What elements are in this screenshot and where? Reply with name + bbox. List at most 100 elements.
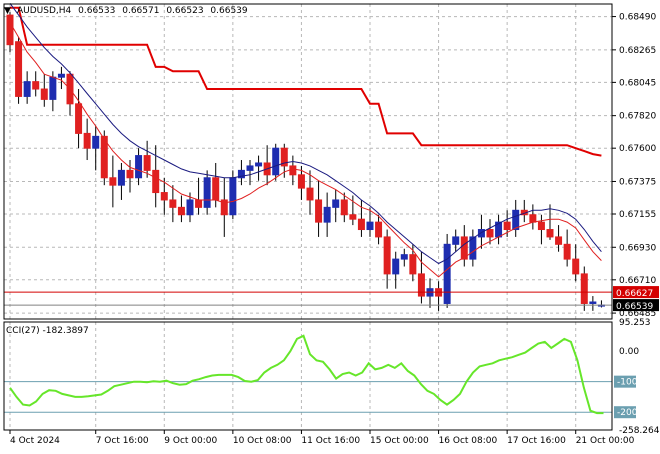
bull-candle [469,236,477,260]
bear-candle [169,199,177,208]
bull-candle [366,221,374,231]
bear-candle [109,177,117,186]
bull-candle [332,199,340,208]
cci-series [9,334,604,415]
bear-candle [503,221,511,231]
bear-candle [40,88,48,100]
cci-level-badge [614,406,636,419]
bull-candle [400,254,408,260]
price-tick-label: 0.68490 [619,13,656,23]
price-tick-label: 0.66930 [619,243,656,253]
price-markers: 0.66627 0.66539 [4,286,659,312]
bull-candle [589,301,597,304]
bear-candle [32,81,40,90]
cci-label: CCI(27) -182.3897 [6,326,89,336]
bull-candle [272,147,280,176]
cci-tick-label: -200 [617,408,638,418]
bull-candle [477,229,485,238]
candles [6,12,605,311]
time-tick-label: 10 Oct 08:00 [233,436,292,446]
chart-header: ▼ AUDUSD,H4 0.66533 0.66571 0.66523 0.66… [4,6,248,16]
bear-candle [195,199,203,208]
current-price-badge [613,299,659,312]
ohlc-low: 0.66523 [166,6,203,16]
bull-candle [512,209,520,231]
bear-candle [537,221,545,231]
bear-candle [289,165,297,176]
cci-tick-label: 95.253 [619,318,651,328]
bear-candle [417,273,425,297]
main-grid [4,4,612,319]
bear-candle [340,199,348,216]
chart-frame [3,3,613,431]
bear-candle [580,273,588,304]
bear-candle [375,221,383,238]
bull-candle [229,177,237,216]
horizontal-price-label: 0.66627 [616,289,653,299]
bull-candle [117,169,125,186]
bull-candle [23,81,31,97]
bear-candle [357,218,365,231]
cci-line-series [9,334,604,415]
bear-candle [383,236,391,275]
bear-candle [555,236,563,245]
price-tick-label: 0.68265 [619,46,656,56]
bull-candle [203,177,211,208]
time-tick-label: 15 Oct 00:00 [370,436,429,446]
bull-candle [443,243,451,304]
bear-candle [83,132,91,149]
main-pane-border [3,3,613,320]
bear-candle [126,169,134,179]
fast-ma-series [9,22,602,278]
cci-pane-border [3,321,613,431]
bear-candle [546,229,554,238]
bull-candle [246,165,254,171]
bull-candle [135,155,143,179]
bull-candle [255,162,263,167]
envelope-series [10,6,602,157]
horizontal-price-badge [613,286,659,299]
bear-candle [220,199,228,216]
cci-tick-label: -258.264 [619,426,660,436]
ohlc-close: 0.66539 [210,6,247,16]
price-tick-label: 0.67820 [619,112,656,122]
cci-level-badge [614,375,636,388]
bear-candle [160,192,168,201]
bear-candle [349,214,357,220]
bull-candle [49,76,57,100]
price-tick-label: 0.67600 [619,144,656,154]
bear-candle [297,174,305,189]
bear-candle [315,199,323,223]
current-price-label: 0.66539 [616,302,653,312]
price-tick-label: 0.66710 [619,276,656,286]
bear-candle [409,254,417,275]
bear-candle [306,187,314,201]
time-tick-label: 11 Oct 16:00 [301,436,360,446]
time-tick-label: 4 Oct 2024 [10,436,60,446]
bull-candle [237,169,245,179]
bear-candle [100,135,108,179]
symbol-timeframe: AUDUSD,H4 [17,6,72,16]
bear-candle [143,155,151,171]
price-axis: 0.68490 0.68265 0.68045 0.67820 0.67600 0.673… [612,13,656,319]
bear-candle [572,258,580,275]
time-tick-label: 21 Oct 00:00 [576,436,635,446]
symbol-arrow-icon[interactable]: ▼ [4,6,11,16]
svg-text:AUDUSD,H4 0.66533: AUDUSD,H4 0.66533 0.66571 0.66523 0.6653… [17,6,248,16]
bear-candle [486,229,494,238]
bull-candle [186,199,194,216]
ohlc-open: 0.66533 [78,6,115,16]
bear-candle [212,177,220,201]
bull-candle [452,236,460,245]
price-tick-label: 0.67155 [619,210,656,220]
slow-ma-series [9,3,602,265]
bear-candle [280,147,288,167]
ohlc-high: 0.66571 [122,6,159,16]
bear-candle [563,243,571,260]
cci-tick-label: 0.00 [619,347,639,357]
price-tick-label: 0.67375 [619,177,656,187]
bull-candle [392,258,400,275]
bear-candle [75,103,83,134]
